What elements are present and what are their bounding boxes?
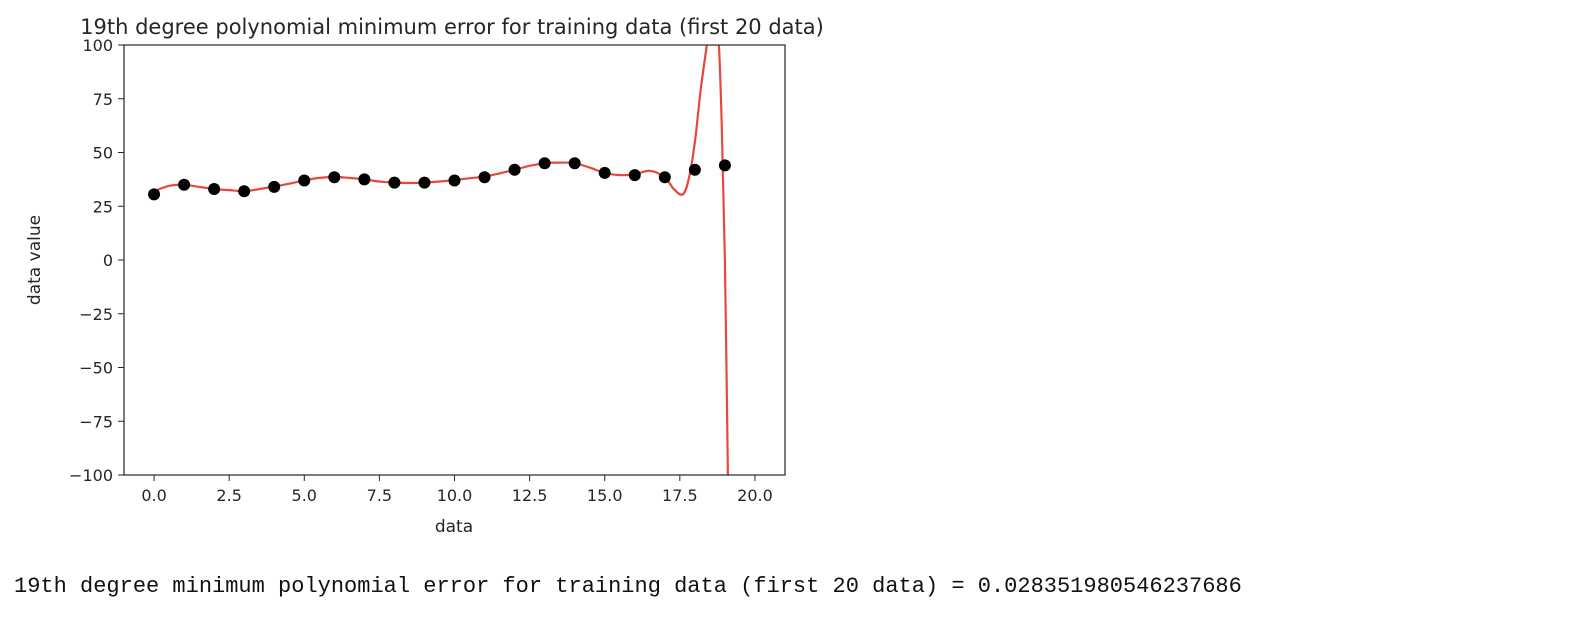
data-point — [478, 171, 491, 184]
y-tick-label: 50 — [93, 144, 113, 163]
plot-series — [148, 45, 731, 475]
data-point — [388, 176, 401, 189]
x-tick-label: 0.0 — [141, 486, 166, 505]
data-point — [298, 174, 311, 187]
data-point — [568, 157, 581, 170]
data-point — [208, 183, 221, 196]
data-point — [538, 157, 551, 170]
x-tick-label: 15.0 — [587, 486, 623, 505]
y-tick-label: −50 — [79, 359, 113, 378]
chart-title: 19th degree polynomial minimum error for… — [80, 15, 824, 39]
data-point — [718, 159, 731, 172]
x-tick-label: 10.0 — [437, 486, 473, 505]
data-point — [238, 185, 251, 198]
x-tick-label: 17.5 — [662, 486, 698, 505]
y-tick-label: 100 — [82, 36, 113, 55]
error-output-line: 19th degree minimum polynomial error for… — [14, 574, 1242, 599]
data-point — [448, 174, 461, 187]
data-point — [328, 171, 341, 184]
data-point — [688, 163, 701, 176]
y-axis-ticks: 100 75 50 25 0 −25 −50 −75 −100 — [69, 36, 124, 485]
y-tick-label: 0 — [103, 251, 113, 270]
x-tick-label: 12.5 — [512, 486, 548, 505]
data-point — [358, 173, 371, 186]
data-point — [148, 188, 161, 201]
data-point — [658, 171, 671, 184]
x-axis-ticks: 0.0 2.5 5.0 7.5 10.0 12.5 15.0 17.5 20.0 — [141, 475, 773, 505]
y-tick-label: 25 — [93, 197, 113, 216]
data-point — [418, 176, 431, 189]
data-point — [268, 180, 281, 193]
plot-frame — [123, 44, 786, 476]
x-axis-label: data — [435, 517, 473, 537]
polynomial-fit-chart: 19th degree polynomial minimum error for… — [25, 15, 824, 537]
y-tick-label: −75 — [79, 412, 113, 431]
x-tick-label: 7.5 — [367, 486, 392, 505]
y-tick-label: 75 — [93, 90, 113, 109]
data-point — [508, 163, 521, 176]
x-tick-label: 2.5 — [216, 486, 241, 505]
fit-curve-line — [153, 45, 729, 475]
y-tick-label: −25 — [79, 305, 113, 324]
x-tick-label: 5.0 — [292, 486, 317, 505]
data-point — [628, 169, 641, 182]
data-point — [178, 178, 191, 191]
y-tick-label: −100 — [69, 466, 113, 485]
data-point — [598, 166, 611, 179]
x-tick-label: 20.0 — [737, 486, 773, 505]
y-axis-label: data value — [25, 215, 45, 305]
